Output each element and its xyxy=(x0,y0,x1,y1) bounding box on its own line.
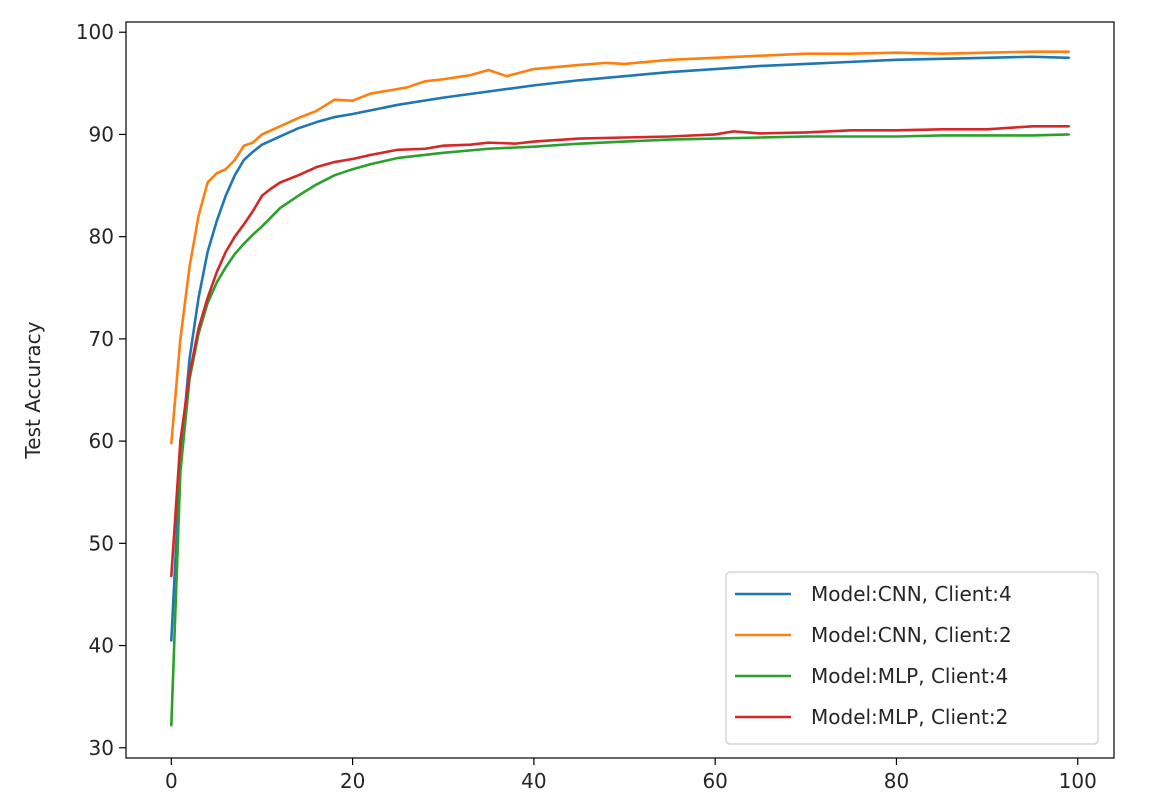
y-tick-label: 100 xyxy=(76,20,114,44)
series-line-1 xyxy=(170,55,1070,642)
x-axis: 0 20 40 60 80 100 xyxy=(165,758,1097,793)
x-tick-label: 60 xyxy=(702,769,727,793)
x-tick-label: 0 xyxy=(165,769,178,793)
x-tick-label: 80 xyxy=(884,769,909,793)
series-line-4 xyxy=(170,124,1070,578)
y-tick-label: 90 xyxy=(89,122,114,146)
legend-label: Model:MLP, Client:2 xyxy=(811,705,1008,729)
plot-frame xyxy=(125,21,1115,759)
legend-label: Model:CNN, Client:2 xyxy=(811,623,1012,647)
x-tick-label: 20 xyxy=(340,769,365,793)
y-tick-label: 40 xyxy=(89,634,114,658)
y-axis: 30 40 50 60 70 80 90 100 xyxy=(76,20,126,760)
x-tick-label: 100 xyxy=(1059,769,1097,793)
series-line-2 xyxy=(170,50,1070,445)
legend-box xyxy=(725,571,1099,745)
y-tick-label: 70 xyxy=(89,327,114,351)
y-tick-label: 60 xyxy=(89,429,114,453)
y-tick-label: 30 xyxy=(89,736,114,760)
x-tick-label: 40 xyxy=(521,769,546,793)
series-layer xyxy=(170,50,1070,727)
legend: Model:CNN, Client:4 Model:CNN, Client:2 Mo… xyxy=(725,571,1099,745)
legend-label: Model:MLP, Client:4 xyxy=(811,664,1008,688)
y-tick-label: 80 xyxy=(89,225,114,249)
series-line-3 xyxy=(170,133,1070,727)
y-tick-label: 50 xyxy=(89,531,114,555)
y-axis-label: Test Accuracy xyxy=(21,321,45,459)
legend-label: Model:CNN, Client:4 xyxy=(811,582,1012,606)
